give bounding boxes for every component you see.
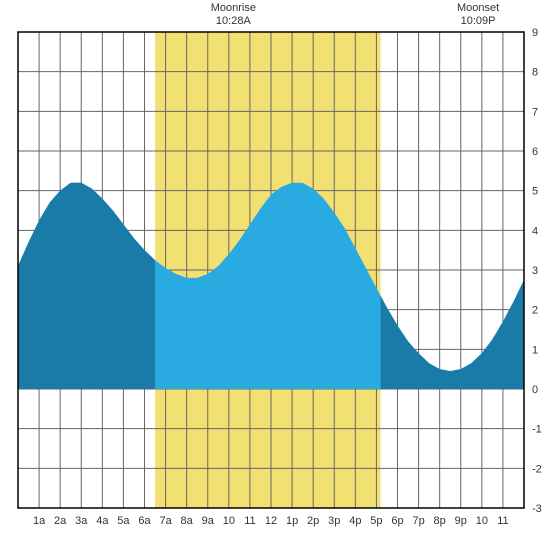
svg-text:8: 8 (532, 67, 538, 79)
svg-text:5a: 5a (117, 515, 130, 527)
moonrise-title: Moonrise (211, 2, 256, 15)
moonset-time: 10:09P (457, 15, 499, 28)
svg-text:4: 4 (532, 225, 538, 237)
svg-text:10: 10 (223, 515, 235, 527)
svg-text:1a: 1a (33, 515, 46, 527)
moonset-title: Moonset (457, 2, 499, 15)
svg-text:2a: 2a (54, 515, 67, 527)
moonset-label: Moonset 10:09P (457, 2, 499, 28)
svg-text:5: 5 (532, 186, 538, 198)
svg-text:6: 6 (532, 146, 538, 158)
svg-text:4p: 4p (349, 515, 361, 527)
svg-text:2p: 2p (307, 515, 319, 527)
svg-text:6p: 6p (391, 515, 403, 527)
svg-text:11: 11 (497, 515, 508, 527)
svg-text:-3: -3 (532, 503, 542, 515)
svg-text:7: 7 (532, 106, 538, 118)
chart-svg: -3-2-101234567891a2a3a4a5a6a7a8a9a101112… (0, 0, 550, 550)
svg-text:8p: 8p (434, 515, 446, 527)
svg-text:10: 10 (476, 515, 488, 527)
svg-text:-2: -2 (532, 463, 542, 475)
tide-chart: Moonrise 10:28A Moonset 10:09P -3-2-1012… (0, 0, 550, 550)
svg-text:9p: 9p (455, 515, 467, 527)
svg-text:0: 0 (532, 384, 538, 396)
svg-text:3p: 3p (328, 515, 340, 527)
svg-text:11: 11 (244, 515, 255, 527)
moonrise-label: Moonrise 10:28A (211, 2, 256, 28)
svg-text:1: 1 (532, 344, 538, 356)
svg-text:-1: -1 (532, 424, 542, 436)
svg-text:12: 12 (265, 515, 277, 527)
svg-text:9: 9 (532, 27, 538, 39)
svg-text:7a: 7a (159, 515, 172, 527)
svg-text:1p: 1p (286, 515, 298, 527)
svg-text:7p: 7p (412, 515, 424, 527)
moonrise-time: 10:28A (211, 15, 256, 28)
svg-text:2: 2 (532, 305, 538, 317)
svg-text:4a: 4a (96, 515, 109, 527)
svg-text:3a: 3a (75, 515, 88, 527)
svg-text:3: 3 (532, 265, 538, 277)
svg-text:6a: 6a (138, 515, 151, 527)
svg-text:5p: 5p (370, 515, 382, 527)
svg-text:8a: 8a (181, 515, 194, 527)
svg-text:9a: 9a (202, 515, 215, 527)
